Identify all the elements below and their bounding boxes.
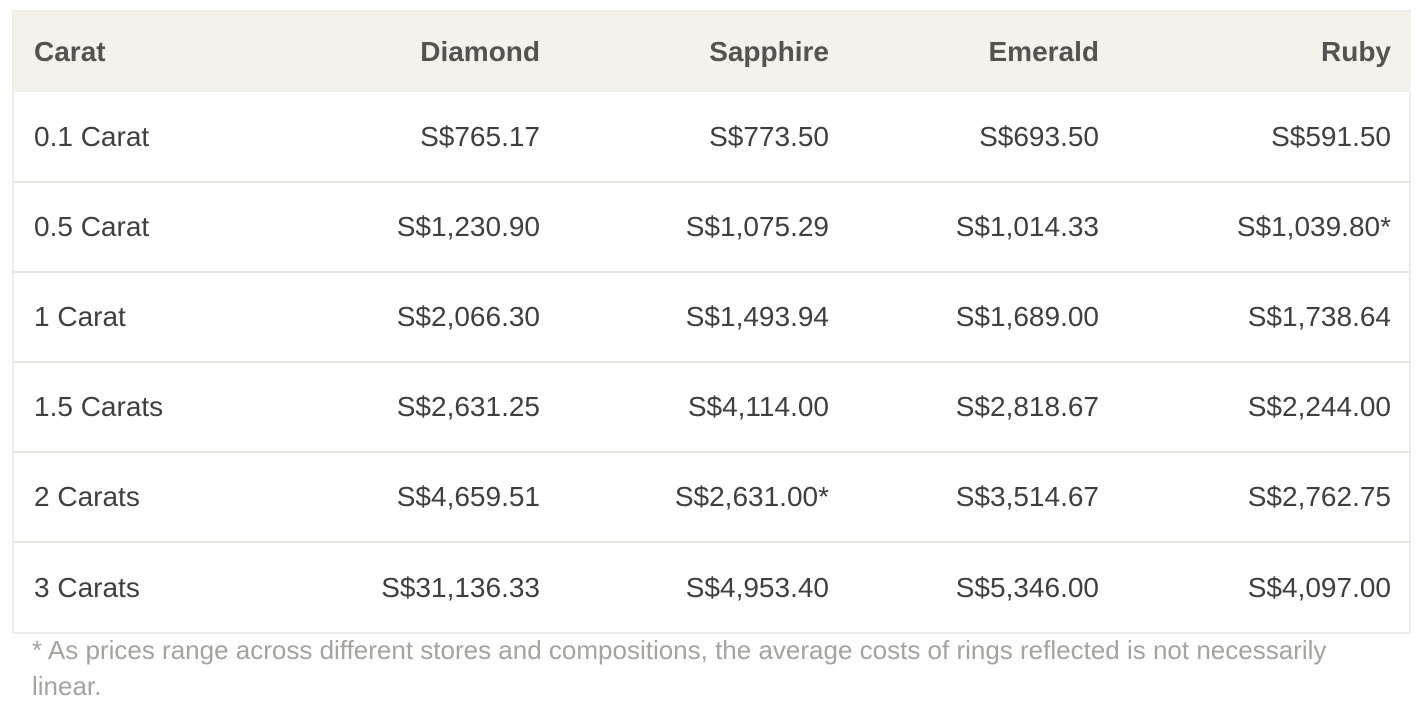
header-emerald: Emerald	[988, 36, 1100, 67]
ruby-price-cell: S$591.50	[1271, 120, 1391, 152]
header-carat: Carat	[34, 36, 106, 67]
emerald-price-cell: S$1,689.00	[955, 301, 1099, 332]
carat-cell: 3 Carats	[34, 571, 140, 603]
emerald-price-cell: S$1,014.33	[955, 211, 1099, 242]
price-table: Carat Diamond Sapphire Emerald Ruby 0.1 …	[14, 12, 1411, 632]
diamond-price-cell: S$1,230.90	[396, 211, 540, 242]
carat-cell: 2 Carats	[34, 481, 140, 512]
emerald-price-cell: S$3,514.67	[955, 481, 1099, 512]
diamond-price-cell: S$765.17	[420, 120, 540, 152]
sapphire-price-cell: S$4,114.00	[687, 391, 829, 422]
ruby-price-cell: S$2,244.00	[1247, 391, 1391, 422]
diamond-price-cell: S$31,136.33	[381, 571, 540, 603]
ruby-price-cell: S$2,762.75	[1247, 481, 1391, 512]
table-row: 0.1 Carat S$765.17 S$773.50 S$693.50 S$5…	[14, 92, 1411, 182]
ruby-price-cell: S$1,738.64	[1247, 301, 1391, 332]
table-body: 0.1 Carat S$765.17 S$773.50 S$693.50 S$5…	[14, 92, 1411, 632]
table-row: 1 Carat S$2,066.30 S$1,493.94 S$1,689.00…	[14, 272, 1411, 362]
carat-cell: 0.1 Carat	[34, 120, 150, 152]
sapphire-price-cell: S$1,493.94	[685, 301, 829, 332]
footnote: * As prices range across different store…	[32, 635, 1327, 701]
table-row: 1.5 Carats S$2,631.25 S$4,114.00 S$2,818…	[14, 362, 1411, 452]
emerald-price-cell: S$5,346.00	[955, 571, 1099, 603]
ruby-price-cell: S$4,097.00	[1247, 571, 1391, 603]
header-diamond: Diamond	[420, 36, 540, 67]
table-row: 2 Carats S$4,659.51 S$2,631.00* S$3,514.…	[14, 452, 1411, 542]
carat-cell: 1.5 Carats	[34, 391, 164, 422]
emerald-price-cell: S$2,818.67	[955, 391, 1099, 422]
diamond-price-cell: S$2,631.25	[396, 391, 540, 422]
header-row: Carat Diamond Sapphire Emerald Ruby	[14, 12, 1411, 92]
carat-cell: 0.5 Carat	[34, 211, 150, 242]
price-table-container: Carat Diamond Sapphire Emerald Ruby 0.1 …	[12, 10, 1411, 634]
table-header: Carat Diamond Sapphire Emerald Ruby	[14, 12, 1411, 92]
sapphire-price-cell: S$2,631.00*	[674, 481, 829, 512]
header-ruby: Ruby	[1321, 36, 1391, 67]
diamond-price-cell: S$2,066.30	[396, 301, 540, 332]
carat-cell: 1 Carat	[34, 301, 126, 332]
sapphire-price-cell: S$4,953.40	[685, 571, 829, 603]
emerald-price-cell: S$693.50	[979, 120, 1099, 152]
diamond-price-cell: S$4,659.51	[396, 481, 540, 512]
sapphire-price-cell: S$773.50	[709, 120, 829, 152]
ruby-price-cell: S$1,039.80*	[1236, 211, 1391, 242]
table-row: 0.5 Carat S$1,230.90 S$1,075.29 S$1,014.…	[14, 182, 1411, 272]
table-row: 3 Carats S$31,136.33 S$4,953.40 S$5,346.…	[14, 542, 1411, 632]
header-sapphire: Sapphire	[709, 36, 829, 67]
sapphire-price-cell: S$1,075.29	[685, 211, 829, 242]
